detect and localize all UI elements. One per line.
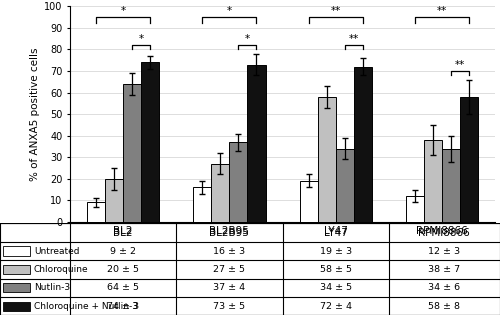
Text: LY47: LY47 — [324, 228, 347, 238]
Text: BL2B95: BL2B95 — [210, 228, 250, 238]
Bar — [0, 242, 70, 260]
Text: Chloroquine: Chloroquine — [34, 265, 88, 274]
Bar — [0, 260, 70, 279]
Bar — [212, 164, 230, 222]
Bar — [442, 149, 460, 222]
Text: *: * — [227, 6, 232, 16]
Text: 38 ± 7: 38 ± 7 — [428, 265, 460, 274]
Bar — [460, 97, 478, 222]
Text: Untreated: Untreated — [34, 247, 80, 256]
Text: 37 ± 4: 37 ± 4 — [214, 283, 246, 292]
Bar — [0, 279, 70, 297]
Text: 12 ± 3: 12 ± 3 — [428, 247, 460, 256]
Bar — [105, 179, 123, 222]
Bar — [193, 187, 212, 222]
Text: Chloroquine + Nutlin-3: Chloroquine + Nutlin-3 — [34, 302, 138, 311]
Text: BL2: BL2 — [114, 228, 133, 238]
Text: 20 ± 5: 20 ± 5 — [107, 265, 139, 274]
Text: 73 ± 5: 73 ± 5 — [214, 302, 246, 311]
Text: *: * — [120, 6, 126, 16]
Text: **: ** — [348, 34, 359, 44]
Text: 64 ± 5: 64 ± 5 — [107, 283, 139, 292]
Bar — [230, 142, 248, 222]
Bar — [248, 65, 266, 222]
Bar — [2, 265, 30, 274]
Text: 58 ± 8: 58 ± 8 — [428, 302, 460, 311]
Text: RPMI8866: RPMI8866 — [418, 228, 470, 238]
Bar — [424, 140, 442, 222]
Bar — [2, 283, 30, 292]
Text: 27 ± 5: 27 ± 5 — [214, 265, 246, 274]
Bar — [87, 203, 105, 222]
Bar — [2, 302, 30, 311]
Bar — [336, 149, 353, 222]
Text: 34 ± 6: 34 ± 6 — [428, 283, 460, 292]
Text: *: * — [245, 34, 250, 44]
Bar — [0, 297, 70, 315]
Text: **: ** — [330, 6, 341, 16]
Text: Nutlin-3: Nutlin-3 — [34, 283, 70, 292]
Text: **: ** — [437, 6, 447, 16]
Text: 34 ± 5: 34 ± 5 — [320, 283, 352, 292]
Bar — [300, 181, 318, 222]
Text: 58 ± 5: 58 ± 5 — [320, 265, 352, 274]
Bar — [354, 67, 372, 222]
Bar — [406, 196, 424, 222]
Text: 19 ± 3: 19 ± 3 — [320, 247, 352, 256]
Text: 72 ± 4: 72 ± 4 — [320, 302, 352, 311]
Bar — [318, 97, 336, 222]
Text: 9 ± 2: 9 ± 2 — [110, 247, 136, 256]
Bar — [2, 247, 30, 256]
Text: 74 ± 3: 74 ± 3 — [107, 302, 139, 311]
Bar — [141, 62, 159, 222]
Text: **: ** — [455, 60, 465, 70]
Y-axis label: % of ANXA5 positive cells: % of ANXA5 positive cells — [30, 47, 40, 181]
Text: *: * — [138, 34, 144, 44]
Bar — [123, 84, 141, 222]
Text: 16 ± 3: 16 ± 3 — [214, 247, 246, 256]
